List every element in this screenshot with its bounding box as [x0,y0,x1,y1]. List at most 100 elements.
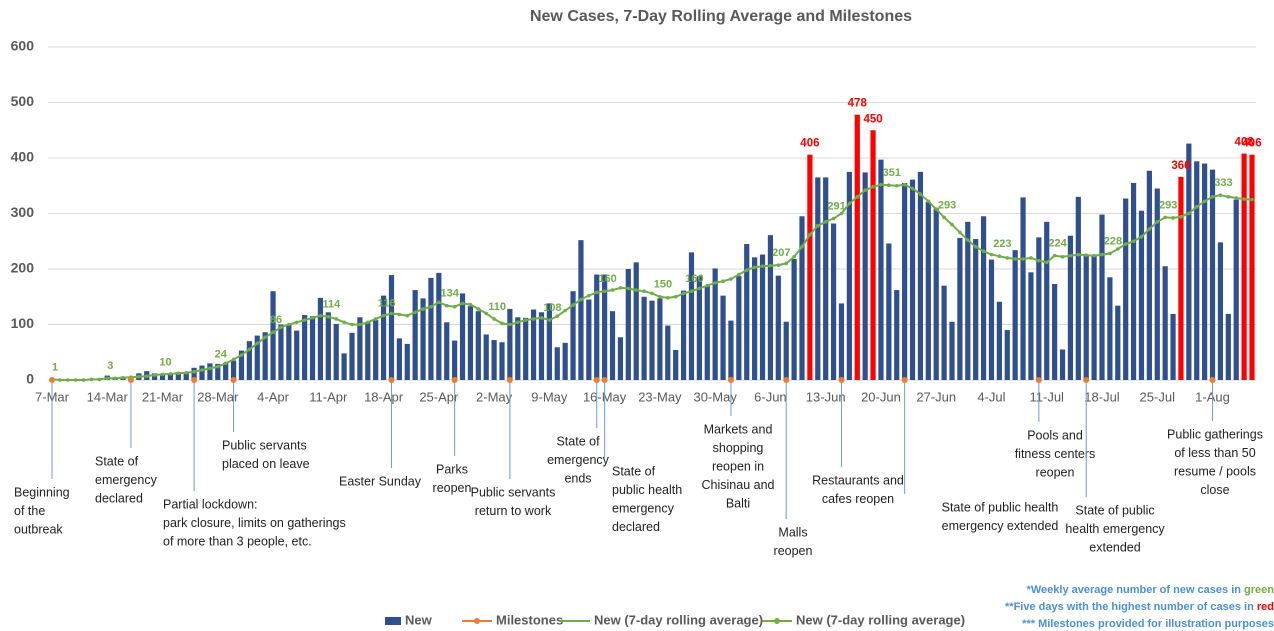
bar-label: 406 [1242,138,1261,150]
x-tick-label: 21-Mar [142,389,184,404]
bar [412,290,418,380]
rolling-average-marker [97,377,102,382]
milestone-label: fitness centers [1015,447,1096,461]
rolling-average-marker [144,374,149,378]
bar [657,298,663,380]
milestone-label: Partial lockdown: [163,497,258,511]
rolling-average-marker [831,216,836,221]
milestone-label: State of [556,434,600,448]
rolling-average-marker [760,264,765,269]
rolling-average-marker [1044,260,1049,265]
bar [380,295,387,380]
rolling-average-marker [1139,235,1144,239]
bar [1130,182,1137,380]
rolling-average-marker [926,199,931,204]
rolling-average-marker [1013,257,1017,261]
milestone-label: Easter Sunday [339,474,422,488]
milestone-label: of the [14,504,45,518]
rolling-average-marker [665,296,670,300]
milestone-label: public health [612,483,682,497]
bar [183,372,189,380]
bar [862,172,868,380]
rolling-average-marker [547,318,552,322]
rolling-average-marker [973,245,978,249]
milestone-label: park closure, limits on gatherings [163,516,346,530]
milestone-marker [1083,377,1090,383]
milestone-label: State of [95,454,139,468]
bar [1249,154,1255,380]
bar [617,337,624,380]
rolling-average-marker [602,289,607,294]
rolling-average-marker [184,370,189,375]
bar [365,322,371,380]
bar [388,275,395,380]
bar [609,311,616,380]
rolling-average-marker [405,313,410,318]
rolling-average-marker [1218,193,1223,197]
rolling-average-marker [1060,254,1065,259]
bar [420,298,426,380]
bar-label: 406 [800,138,819,150]
bar [996,301,1002,380]
x-tick-label: 2-May [476,389,513,404]
footnote-part: *** Milestones provided for illustration… [1022,618,1274,630]
rolling-average-marker [587,293,591,298]
rolling-average-marker [208,366,212,371]
bar [175,372,181,380]
rolling-average-marker [808,232,812,237]
bar [783,321,789,380]
bar [1209,169,1216,380]
rolling-average-marker [1163,215,1167,220]
average-label: 351 [883,167,901,179]
rolling-average-marker [381,313,386,318]
bar [736,276,742,380]
rolling-average-marker [1250,197,1254,202]
bar [373,320,379,380]
milestone-label: declared [95,491,143,505]
rolling-average-marker [618,286,623,290]
y-tick-label: 600 [11,38,35,54]
milestone-label: of less than 50 [1174,446,1255,460]
milestone-marker [49,377,55,383]
bar [230,360,237,380]
bar [1052,283,1058,380]
bar [523,317,529,380]
average-label: 293 [1159,199,1177,211]
footnote-part: red [1257,601,1274,613]
bar [1154,188,1160,380]
rolling-average-marker [1021,257,1025,261]
rolling-average-marker [1037,258,1041,263]
average-label: 108 [543,302,561,314]
rolling-average-marker [800,245,804,249]
bar [752,257,758,380]
bar [1067,235,1074,380]
rolling-average-marker [168,372,173,376]
bar [1194,161,1200,380]
rolling-average-marker [1029,256,1033,260]
average-label: 114 [322,299,341,311]
bar [302,315,308,380]
rolling-average-marker [539,316,544,320]
milestone-label: Beginning [14,485,70,499]
rolling-average-marker [160,372,165,377]
rolling-average-marker [215,364,220,369]
rolling-average-marker [508,322,512,327]
rolling-average-marker [863,188,867,192]
rolling-average-marker [326,314,331,319]
bar [333,323,339,380]
bar [1012,250,1018,380]
rolling-average-marker [721,279,725,284]
rolling-average-marker [444,303,449,308]
bar [1138,210,1145,380]
bar [349,332,355,380]
rolling-average-marker [626,286,631,291]
bar [357,317,363,380]
y-tick-label: 400 [11,149,35,165]
bar [886,243,892,380]
bar [325,312,331,380]
rolling-average-marker [523,318,528,322]
bar [665,325,671,380]
rolling-average-marker [579,297,583,302]
rolling-average-marker [571,303,575,307]
rolling-average-marker [137,374,141,379]
